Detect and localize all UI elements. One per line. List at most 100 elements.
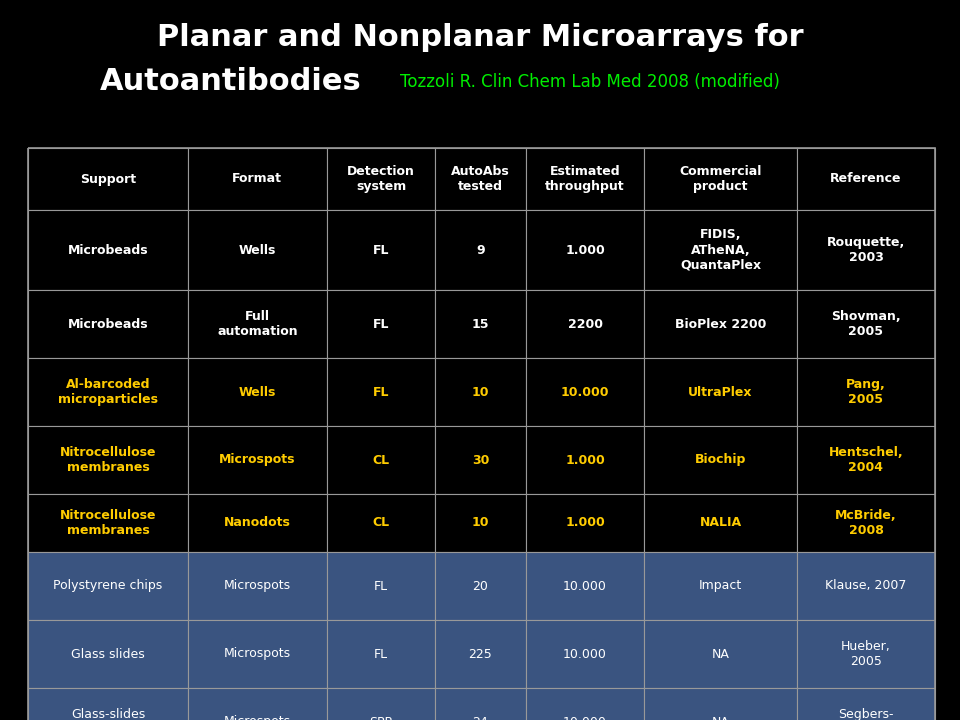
Bar [526,148,644,210]
Bar [644,210,797,290]
Bar [644,358,797,426]
Text: Support: Support [80,173,136,186]
Bar [28,358,188,426]
Bar [188,148,327,210]
Text: 2200: 2200 [567,318,603,330]
Text: Nitrocellulose
membranes: Nitrocellulose membranes [60,446,156,474]
Text: Al-barcoded
microparticles: Al-barcoded microparticles [58,378,157,406]
Bar [327,210,435,290]
Bar [644,620,797,688]
Text: Polystyrene chips: Polystyrene chips [53,580,162,593]
Bar [435,688,526,720]
Text: Hueber,
2005: Hueber, 2005 [841,640,891,668]
Text: Impact: Impact [699,580,742,593]
Text: FL: FL [372,318,389,330]
Text: NA: NA [711,716,730,720]
Bar [327,688,435,720]
Bar [188,494,327,552]
Text: Nanodots: Nanodots [224,516,291,529]
Bar [327,426,435,494]
Text: Hentschel,
2004: Hentschel, 2004 [828,446,903,474]
Text: AutoAbs
tested: AutoAbs tested [451,165,510,193]
Bar [327,552,435,620]
Bar [28,620,188,688]
Bar [526,620,644,688]
Text: UltraPlex: UltraPlex [688,385,753,398]
Text: 10.000: 10.000 [564,647,607,660]
Text: Klause, 2007: Klause, 2007 [826,580,906,593]
Text: BioPlex 2200: BioPlex 2200 [675,318,766,330]
Text: FL: FL [372,243,389,256]
Text: Format: Format [232,173,282,186]
Bar [28,688,188,720]
Text: Rouquette,
2003: Rouquette, 2003 [827,236,905,264]
Bar [526,552,644,620]
Bar [435,620,526,688]
Bar [188,358,327,426]
Text: 10: 10 [471,385,490,398]
Text: Microspots: Microspots [224,580,291,593]
Text: FIDIS,
ATheNA,
QuantaPlex: FIDIS, ATheNA, QuantaPlex [680,228,761,271]
Text: CL: CL [372,454,390,467]
Bar [188,552,327,620]
Bar [644,688,797,720]
Bar [797,552,935,620]
Bar [526,358,644,426]
Text: Autoantibodies: Autoantibodies [100,68,361,96]
Bar [327,148,435,210]
Text: 10.000: 10.000 [564,716,607,720]
Bar [526,210,644,290]
Bar [797,290,935,358]
Bar [28,148,188,210]
Text: FL: FL [374,580,388,593]
Bar [327,290,435,358]
Bar [797,210,935,290]
Text: NALIA: NALIA [700,516,742,529]
Text: 20: 20 [472,580,489,593]
Bar [797,688,935,720]
Bar [327,620,435,688]
Text: Microbeads: Microbeads [67,243,148,256]
Bar [327,358,435,426]
Bar [28,290,188,358]
Text: Microbeads: Microbeads [67,318,148,330]
Text: 10.000: 10.000 [561,385,610,398]
Bar [327,494,435,552]
Text: FL: FL [374,647,388,660]
Text: 24: 24 [472,716,489,720]
Bar [797,494,935,552]
Text: Tozzoli R. Clin Chem Lab Med 2008 (modified): Tozzoli R. Clin Chem Lab Med 2008 (modif… [400,73,780,91]
Bar [797,358,935,426]
Text: Wells: Wells [239,385,276,398]
Text: Pang,
2005: Pang, 2005 [846,378,886,406]
Bar [28,210,188,290]
Bar [526,494,644,552]
Bar [28,552,188,620]
Text: 1.000: 1.000 [565,516,605,529]
Bar [644,552,797,620]
Bar [435,148,526,210]
Text: Shovman,
2005: Shovman, 2005 [831,310,900,338]
Text: Detection
system: Detection system [348,165,415,193]
Bar [435,290,526,358]
Bar [28,494,188,552]
Bar [28,426,188,494]
Text: 30: 30 [471,454,490,467]
Text: Microspots: Microspots [224,716,291,720]
Text: FL: FL [372,385,389,398]
Bar [797,148,935,210]
Text: Commercial
product: Commercial product [680,165,762,193]
Text: 225: 225 [468,647,492,660]
Text: 10: 10 [471,516,490,529]
Text: Glass slides: Glass slides [71,647,145,660]
Text: 9: 9 [476,243,485,256]
Text: Wells: Wells [239,243,276,256]
Text: SPR: SPR [369,716,394,720]
Text: Nitrocellulose
membranes: Nitrocellulose membranes [60,509,156,537]
Text: Estimated
throughput: Estimated throughput [545,165,625,193]
Bar [435,426,526,494]
Text: McBride,
2008: McBride, 2008 [835,509,897,537]
Text: Glass-slides
gold-coated: Glass-slides gold-coated [71,708,145,720]
Text: Segbers-
Lokate, 2007: Segbers- Lokate, 2007 [826,708,907,720]
Text: Planar and Nonplanar Microarrays for: Planar and Nonplanar Microarrays for [156,24,804,53]
